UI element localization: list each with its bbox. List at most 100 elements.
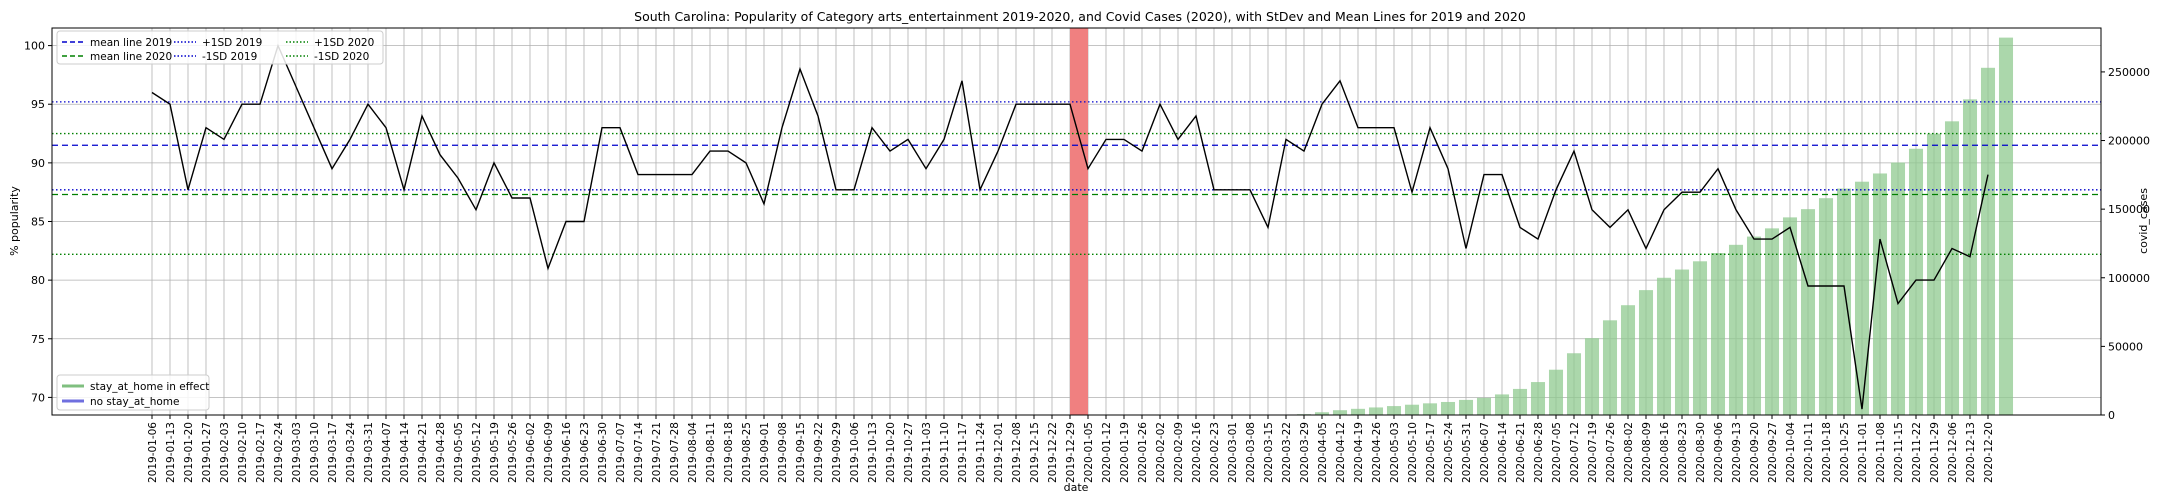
covid-bar [1998, 37, 2014, 415]
x-tick-label: 2020-11-08 [1875, 422, 1887, 483]
x-tick-label: 2019-05-19 [489, 422, 501, 483]
x-tick-label: 2020-07-26 [1605, 422, 1617, 483]
x-tick-label: 2019-12-01 [993, 422, 1005, 483]
x-tick-label: 2020-09-13 [1731, 422, 1743, 483]
covid-bar [1476, 397, 1492, 415]
y-axis-label: % popularity [8, 186, 21, 256]
x-tick-label: 2019-10-27 [903, 422, 915, 483]
x-tick-label: 2020-05-03 [1389, 422, 1401, 483]
y-tick-label: 100 [24, 40, 45, 53]
covid-bar [1548, 369, 1564, 415]
legend-label: -1SD 2019 [202, 51, 257, 63]
y-tick-label: 90 [31, 157, 45, 170]
x-tick-label: 2019-02-17 [255, 422, 267, 483]
x-tick-label: 2019-03-03 [291, 422, 303, 483]
x-tick-label: 2020-03-22 [1281, 422, 1293, 483]
x-tick-label: 2020-01-05 [1083, 422, 1095, 483]
x-tick-label: 2019-02-03 [219, 422, 231, 483]
x-tick-label: 2020-06-28 [1533, 422, 1545, 483]
x-tick-label: 2019-11-03 [921, 422, 933, 483]
x-tick-label: 2019-10-06 [849, 422, 861, 483]
x-tick-label: 2020-07-19 [1587, 422, 1599, 483]
covid-bar [1638, 290, 1654, 415]
x-tick-label: 2020-04-19 [1353, 422, 1365, 483]
x-tick-label: 2020-10-18 [1821, 422, 1833, 483]
x-tick-label: 2019-06-16 [561, 422, 573, 483]
x-tick-label: 2019-04-21 [417, 422, 429, 483]
x-tick-label: 2019-05-12 [471, 422, 483, 483]
x-tick-label: 2020-12-06 [1947, 422, 1959, 483]
covid-bar [1818, 198, 1834, 415]
covid-bar [1746, 236, 1762, 415]
covid-bar [1584, 338, 1600, 415]
x-tick-label: 2019-03-24 [345, 422, 357, 483]
x-tick-label: 2019-12-08 [1011, 422, 1023, 483]
y-tick-label: 75 [31, 333, 45, 346]
x-tick-label: 2019-07-14 [633, 422, 645, 483]
covid-bar [1692, 261, 1708, 415]
x-tick-label: 2020-05-24 [1443, 422, 1455, 483]
x-tick-label: 2020-09-20 [1749, 422, 1761, 483]
covid-bar [1530, 382, 1546, 415]
x-tick-label: 2020-10-04 [1785, 422, 1797, 483]
x-tick-label: 2020-02-23 [1209, 422, 1221, 483]
x-tick-label: 2019-11-24 [975, 422, 987, 483]
covid-bars [1296, 37, 2014, 416]
x-tick-label: 2019-09-22 [813, 422, 825, 483]
legend-bottom-frame [56, 374, 210, 411]
covid-bar [1458, 399, 1474, 415]
y-tick-label: 95 [31, 98, 45, 111]
y-axis-right-label: covid_cases [2137, 188, 2150, 254]
x-tick-label: 2020-09-27 [1767, 422, 1779, 483]
x-tick-label: 2020-12-13 [1965, 422, 1977, 483]
x-axis-label: date [1064, 481, 1089, 494]
x-tick-label: 2020-06-14 [1497, 422, 1509, 483]
x-tick-label: 2020-03-08 [1245, 422, 1257, 483]
covid-bar [1440, 401, 1456, 415]
x-tick-label: 2019-01-20 [183, 422, 195, 483]
x-tick-label: 2019-01-27 [201, 422, 213, 483]
x-tick-label: 2020-11-22 [1911, 422, 1923, 483]
y-right-tick-label: 200000 [2108, 135, 2150, 148]
x-tick-label: 2019-06-30 [597, 422, 609, 483]
covid-bar [1800, 209, 1816, 415]
highlight-layer [1070, 28, 1088, 415]
bottom-axis: 2019-01-06 2019-01-13 2019-01-20 2019-01-27… [147, 415, 1995, 483]
x-tick-label: 2019-06-09 [543, 422, 555, 483]
covid-bar [1944, 121, 1960, 415]
x-tick-label: 2019-01-06 [147, 422, 159, 483]
x-tick-label: 2019-12-22 [1047, 422, 1059, 483]
covid-bar [1854, 181, 1870, 415]
x-tick-label: 2019-02-10 [237, 422, 249, 483]
x-tick-label: 2020-06-07 [1479, 422, 1491, 483]
x-tick-label: 2019-08-11 [705, 422, 717, 483]
legend-label: +1SD 2020 [314, 37, 374, 49]
x-tick-label: 2019-05-05 [453, 422, 465, 483]
covid-bar [1314, 412, 1330, 415]
x-tick-label: 2019-07-07 [615, 422, 627, 483]
x-tick-label: 2019-03-10 [309, 422, 321, 483]
x-tick-label: 2019-05-26 [507, 422, 519, 483]
x-tick-label: 2019-02-24 [273, 422, 285, 483]
x-tick-label: 2019-04-14 [399, 422, 411, 483]
covid-bar [1890, 162, 1906, 415]
covid-bar [1872, 173, 1888, 415]
x-tick-label: 2020-04-05 [1317, 422, 1329, 483]
x-tick-label: 2020-02-16 [1191, 422, 1203, 483]
y-tick-label: 80 [31, 274, 45, 287]
x-tick-label: 2020-08-23 [1677, 422, 1689, 483]
popularity-line-layer [151, 43, 1989, 410]
legend-label: +1SD 2019 [202, 37, 262, 49]
legend-label: stay_at_home in effect [90, 381, 209, 393]
x-tick-label: 2020-01-26 [1137, 422, 1149, 483]
highlight-span [1070, 28, 1088, 415]
covid-bar [1728, 244, 1744, 415]
x-tick-label: 2020-07-12 [1569, 422, 1581, 483]
legend-label: mean line 2020 [90, 51, 172, 63]
x-tick-label: 2020-03-15 [1263, 422, 1275, 483]
covid-bar [1656, 277, 1672, 415]
x-tick-label: 2019-09-08 [777, 422, 789, 483]
x-tick-label: 2019-08-25 [741, 422, 753, 483]
x-tick-label: 2019-09-15 [795, 422, 807, 483]
